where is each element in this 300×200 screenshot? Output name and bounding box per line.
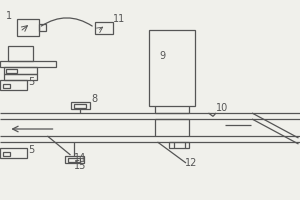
Text: 15: 15	[74, 161, 87, 171]
Bar	[3, 84, 10, 88]
Bar	[4, 74, 37, 80]
Bar	[169, 142, 189, 148]
Bar	[8, 46, 33, 61]
Bar	[70, 102, 90, 109]
Text: 5: 5	[28, 77, 34, 87]
Text: 12: 12	[185, 158, 198, 168]
Bar	[16, 19, 39, 36]
Text: 8: 8	[92, 94, 98, 104]
Bar	[4, 67, 37, 74]
Bar	[0, 61, 56, 67]
Text: 10: 10	[216, 103, 228, 113]
Bar	[6, 69, 17, 73]
Text: 5: 5	[28, 145, 34, 155]
Bar	[0, 148, 27, 158]
Text: 11: 11	[113, 14, 126, 24]
Bar	[148, 30, 195, 106]
Bar	[0, 80, 27, 90]
Bar	[94, 22, 112, 34]
Bar	[68, 158, 80, 162]
Text: 14: 14	[74, 153, 87, 163]
Bar	[3, 152, 10, 156]
Text: 9: 9	[159, 51, 165, 61]
Bar	[39, 24, 46, 31]
Text: 1: 1	[6, 11, 12, 21]
Bar	[64, 156, 84, 163]
Bar	[74, 104, 86, 108]
